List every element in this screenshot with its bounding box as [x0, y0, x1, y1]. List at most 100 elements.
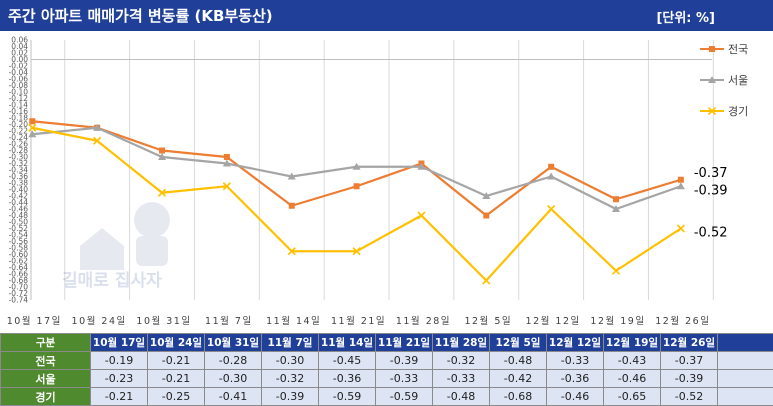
- data-point: [548, 163, 555, 170]
- table-header-cell: 10월 24일: [147, 333, 205, 352]
- table-cell: -0.21: [147, 351, 205, 370]
- table-header-cell: 11월 14일: [318, 333, 376, 352]
- y-tick-label: -0.52: [9, 224, 29, 233]
- table-header-cell: 12월 12일: [546, 333, 604, 352]
- table-cell: -0.32: [432, 351, 490, 370]
- table-cell: -0.33: [375, 369, 433, 388]
- table-row: 전국 -0.19 -0.21 -0.28 -0.30 -0.45 -0.39 -0.32 -0.…: [0, 351, 773, 370]
- legend-marker: [707, 106, 717, 116]
- y-tick-label: -0.48: [9, 211, 29, 220]
- x-tick-label: 10월 24일: [72, 315, 127, 327]
- x-tick-label: 11월 14일: [266, 315, 321, 327]
- data-point: [613, 196, 620, 203]
- data-point: [159, 147, 166, 154]
- svg-text:길매로 집사자: 길매로 집사자: [62, 271, 162, 291]
- table-row-label: 전국: [0, 351, 91, 370]
- table-row-label: 경기: [0, 387, 91, 406]
- x-tick-label: 11월 28일: [396, 315, 451, 327]
- data-point: [676, 182, 685, 190]
- data-point: [93, 136, 102, 145]
- y-tick-label: 0.06: [11, 36, 28, 45]
- y-tick-label: -0.22: [9, 127, 29, 136]
- y-tick-label: -0.70: [9, 283, 29, 292]
- table-header-cell: 11월 28일: [432, 333, 490, 352]
- table-cell: -0.48: [489, 351, 547, 370]
- table-header-cell: 11월 21일: [375, 333, 433, 352]
- data-point: [287, 172, 296, 180]
- legend-label: 전국: [728, 43, 748, 56]
- table-cell: -0.48: [432, 387, 490, 406]
- table-header-cell: 12월 5일: [489, 333, 547, 352]
- table-cell: -0.33: [432, 369, 490, 388]
- table-cell: -0.30: [261, 351, 319, 370]
- y-tick-label: -0.68: [9, 276, 29, 285]
- y-tick-label: -0.24: [9, 133, 29, 142]
- data-point: [223, 154, 230, 160]
- legend-marker: [708, 76, 716, 83]
- data-point: [677, 176, 684, 183]
- data-point: [482, 192, 491, 199]
- table-cell: -0.59: [375, 387, 433, 406]
- y-tick-label: -0.72: [9, 289, 29, 298]
- data-point: [288, 202, 295, 209]
- y-tick-label: 0.02: [11, 49, 28, 58]
- table-cell: -0.39: [660, 369, 718, 388]
- y-tick-label: -0.08: [9, 81, 29, 90]
- x-tick-label: 11월 7일: [205, 315, 253, 327]
- data-point: [93, 123, 102, 131]
- y-tick-label: -0.34: [9, 166, 29, 175]
- y-tick-label: -0.58: [9, 244, 29, 253]
- y-tick-label: -0.16: [9, 107, 29, 116]
- end-data-label: -0.37: [694, 166, 728, 181]
- data-point: [222, 182, 231, 191]
- table-row-label: 서울: [0, 369, 91, 388]
- title-bar: 주간 아파트 매매가격 변동률 (KB부동산) [단위: %]: [0, 0, 773, 31]
- table-cell: -0.21: [147, 369, 205, 388]
- y-tick-label: -0.38: [9, 179, 29, 188]
- x-tick-label: 12월 26일: [655, 315, 710, 327]
- data-point: [287, 247, 296, 256]
- legend-label: 서울: [728, 74, 748, 87]
- y-tick-label: -0.06: [9, 75, 29, 84]
- table-row: 서울 -0.23 -0.21 -0.30 -0.32 -0.36 -0.33 -0.33 -0.…: [0, 369, 773, 388]
- y-tick-label: 0.00: [11, 55, 28, 64]
- y-tick-label: -0.42: [9, 192, 29, 201]
- y-tick-label: -0.26: [9, 140, 29, 149]
- table-cell: -0.39: [261, 387, 319, 406]
- line-chart: 0.060.040.020.00-0.02-0.04-0.06-0.08-0.1…: [7, 36, 749, 328]
- table-empty-cell: [717, 351, 773, 370]
- y-tick-label: -0.12: [9, 94, 29, 103]
- table-cell: -0.45: [318, 351, 376, 370]
- table-cell: -0.39: [375, 351, 433, 370]
- y-tick-label: -0.60: [9, 250, 29, 259]
- table-cell: -0.19: [90, 351, 148, 370]
- y-tick-label: 0.04: [11, 42, 28, 51]
- table-corner-cell: 구분: [0, 333, 91, 352]
- data-point: [28, 130, 37, 138]
- table-cell: -0.52: [660, 387, 718, 406]
- data-point: [29, 118, 36, 125]
- y-tick-label: -0.10: [9, 88, 29, 97]
- table-header-cell: 10월 31일: [204, 333, 262, 352]
- data-table: 구분 10월 17일 10월 24일 10월 31일 11월 7일 11월 14일 11월 …: [0, 333, 773, 406]
- table-empty-cell: [717, 369, 773, 388]
- data-point: [547, 204, 556, 214]
- y-tick-label: -0.54: [9, 231, 29, 240]
- table-cell: -0.28: [204, 351, 262, 370]
- table-cell: -0.25: [147, 387, 205, 406]
- y-tick-label: -0.62: [9, 257, 29, 266]
- unit-label: [단위: %]: [656, 11, 715, 26]
- table-row: 경기 -0.21 -0.25 -0.41 -0.39 -0.59 -0.59 -0.48 -0.…: [0, 387, 773, 406]
- table-cell: -0.59: [318, 387, 376, 406]
- table-cell: -0.43: [603, 351, 661, 370]
- y-tick-label: -0.66: [9, 270, 29, 279]
- x-tick-label: 10월 17일: [7, 315, 62, 327]
- legend-marker: [709, 46, 715, 52]
- end-data-label: -0.39: [694, 183, 728, 198]
- x-tick-label: 12월 5일: [464, 315, 512, 327]
- table-cell: -0.36: [546, 369, 604, 388]
- chart-title: 주간 아파트 매매가격 변동률 (KB부동산): [8, 7, 273, 25]
- y-tick-label: -0.02: [9, 62, 29, 71]
- data-point: [28, 123, 37, 132]
- data-point: [611, 266, 621, 275]
